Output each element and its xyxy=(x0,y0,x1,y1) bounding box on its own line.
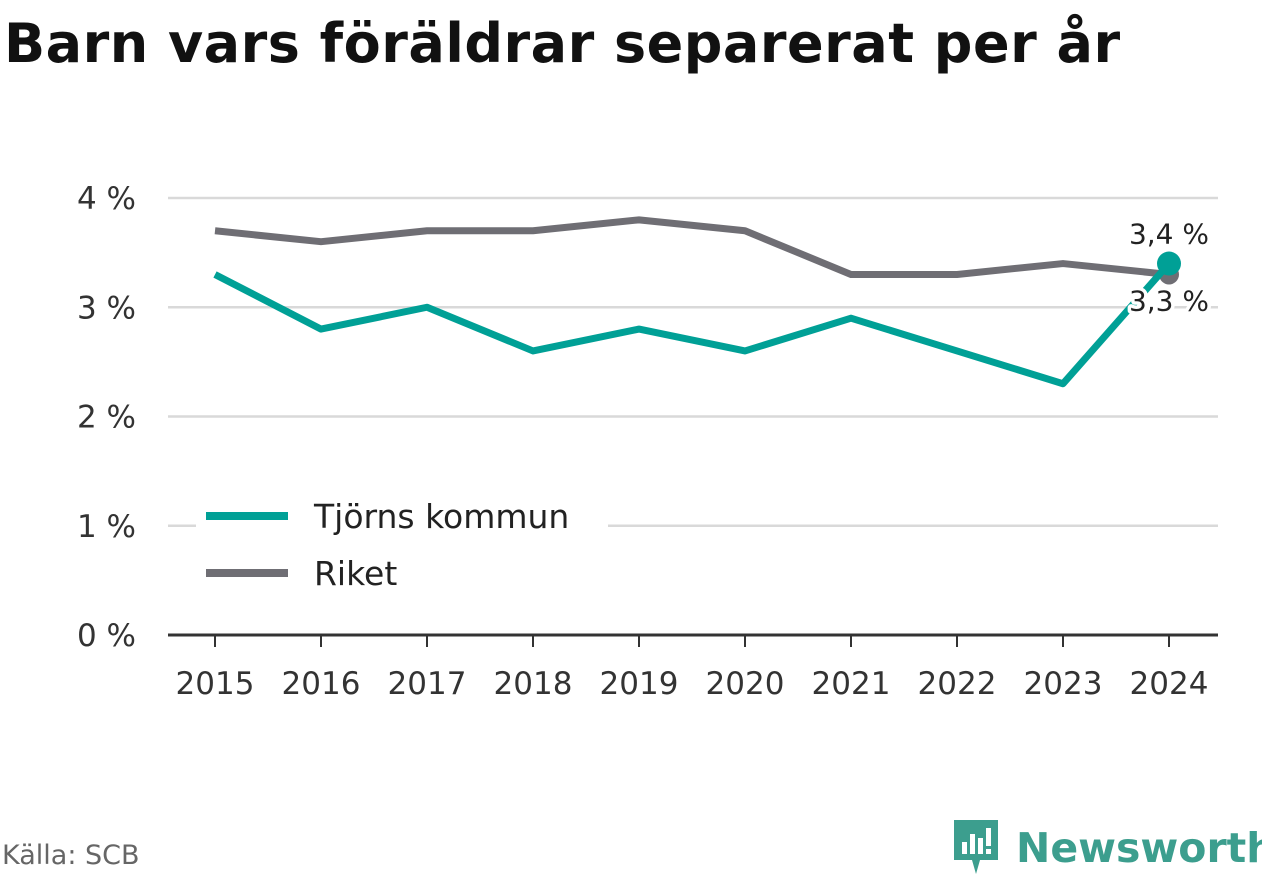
end-label-riket: 3,3 % xyxy=(1129,284,1209,317)
y-tick-label: 3 % xyxy=(77,290,136,326)
brand-logo: Newsworthy xyxy=(950,818,1262,878)
chart-title: Barn vars föräldrar separerat per år xyxy=(4,12,1121,75)
x-tick-label: 2016 xyxy=(282,666,361,702)
y-tick-label: 1 % xyxy=(77,509,136,545)
gridlines xyxy=(168,196,1218,527)
end-point-tjorn xyxy=(1157,251,1181,276)
y-axis-ticks: 0 % 1 % 2 % 3 % 4 % xyxy=(77,181,136,654)
x-tick-label: 2020 xyxy=(706,666,785,702)
series-line-riket xyxy=(214,216,1170,278)
x-tick-label: 2018 xyxy=(494,666,573,702)
legend-label-riket: Riket xyxy=(314,554,397,593)
legend-background xyxy=(196,490,608,608)
y-tick-label: 4 % xyxy=(77,181,136,217)
x-axis: 2015 2016 2017 2018 2019 2020 2021 2022 2023 2024 xyxy=(168,633,1218,702)
newsworthy-logo-icon xyxy=(954,820,998,874)
series-line-tjorn xyxy=(213,261,1172,388)
end-label-tjorn: 3,4 % xyxy=(1129,218,1209,251)
value-labels: 3,4 % 3,3 % xyxy=(1125,214,1212,321)
x-tick-label: 2023 xyxy=(1024,666,1103,702)
legend: Tjörns kommun Riket xyxy=(196,490,608,608)
x-tick-label: 2024 xyxy=(1130,666,1209,702)
y-tick-label: 2 % xyxy=(77,400,136,436)
y-tick-label: 0 % xyxy=(77,618,136,654)
legend-label-tjorn: Tjörns kommun xyxy=(313,497,569,536)
x-tick-label: 2021 xyxy=(812,666,891,702)
brand-name: Newsworthy xyxy=(1016,824,1262,872)
x-tick-label: 2022 xyxy=(918,666,997,702)
source-note: Källa: SCB xyxy=(2,840,140,871)
x-tick-label: 2015 xyxy=(176,666,255,702)
x-tick-label: 2019 xyxy=(600,666,679,702)
series-lines xyxy=(213,216,1181,388)
x-tick-label: 2017 xyxy=(388,666,467,702)
